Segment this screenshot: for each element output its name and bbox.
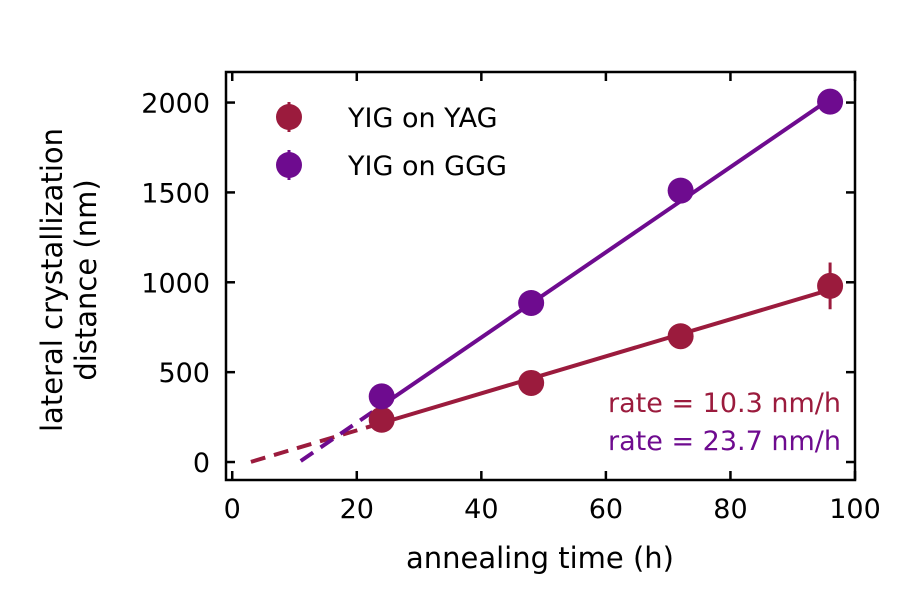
data-point-yag	[817, 272, 844, 299]
x-tick-label: 100	[829, 494, 881, 525]
legend-label-ggg: YIG on GGG	[347, 151, 507, 182]
y-tick-label: 0	[193, 448, 210, 479]
x-tick-label: 0	[224, 494, 241, 525]
x-axis-label: annealing time (h)	[406, 541, 674, 575]
x-tick-label: 60	[589, 494, 623, 525]
fit-line-ggg	[380, 97, 832, 408]
legend-item-yag: YIG on YAG	[276, 102, 498, 134]
legend-item-ggg: YIG on GGG	[276, 150, 507, 182]
fit-line-yag	[381, 287, 831, 425]
legend: YIG on YAG YIG on GGG	[276, 102, 507, 182]
fit-line-ggg-extrapolated	[299, 403, 383, 463]
y-tick-label: 2000	[141, 89, 210, 120]
y-tick-label: 1000	[141, 268, 210, 299]
data-point-yag	[667, 323, 694, 350]
legend-label-yag: YIG on YAG	[347, 103, 498, 134]
y-tick-label: 1500	[141, 178, 210, 209]
data-point-ggg	[518, 289, 545, 316]
legend-marker-ggg	[276, 152, 302, 178]
y-axis-label: lateral crystallization distance (nm)	[35, 128, 103, 432]
data-points	[368, 88, 844, 433]
y-axis-label-line-2: distance (nm)	[69, 179, 103, 380]
data-point-ggg	[368, 383, 395, 410]
x-tick-label: 80	[713, 494, 747, 525]
data-point-ggg	[817, 88, 844, 115]
data-point-yag	[518, 369, 545, 396]
data-point-ggg	[667, 177, 694, 204]
x-tick-label: 40	[464, 494, 498, 525]
data-point-yag	[368, 406, 395, 433]
plot-frame	[224, 70, 857, 482]
x-tick-label: 20	[340, 494, 374, 525]
rate-annotation-yag: rate = 10.3 nm/h	[608, 388, 841, 419]
fit-lines	[250, 97, 832, 464]
legend-marker-yag	[276, 104, 302, 130]
rate-annotation-ggg: rate = 23.7 nm/h	[608, 426, 841, 457]
y-axis-label-line-1: lateral crystallization	[35, 128, 69, 432]
fit-line-yag-extrapolated	[250, 421, 383, 464]
y-tick-label: 500	[158, 358, 210, 389]
